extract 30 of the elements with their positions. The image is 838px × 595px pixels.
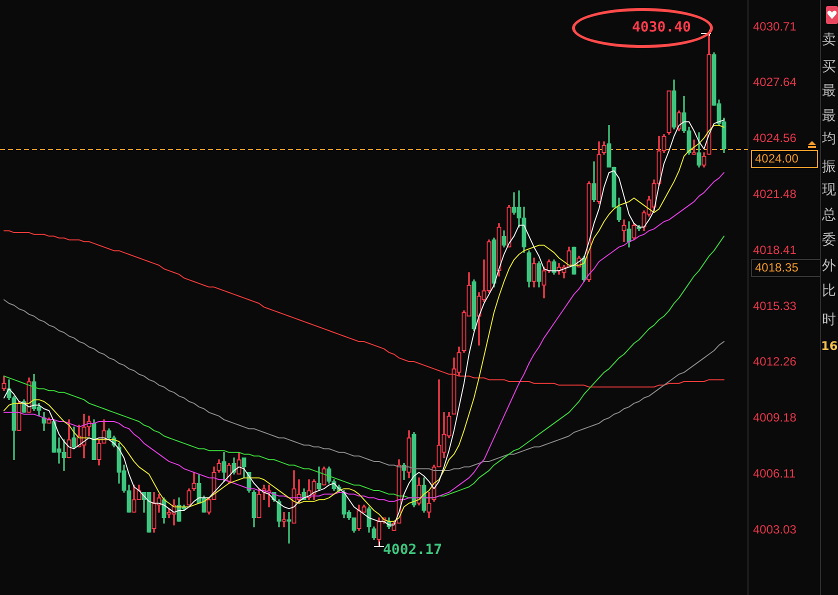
candlestick: [282, 512, 286, 528]
text: 卖: [822, 32, 836, 48]
y-tick-label: 4021.48: [753, 187, 797, 202]
text: 总: [822, 207, 836, 223]
text: 4018.35: [755, 260, 799, 274]
annotation: 4002.17: [383, 542, 442, 558]
text: 现: [822, 182, 836, 198]
text: 委: [822, 232, 836, 248]
text: 最: [822, 83, 836, 99]
text: 比: [822, 283, 836, 299]
y-tick-label: 4009.18: [753, 410, 797, 425]
text: 均: [822, 131, 836, 147]
y-tick-label: 4006.11: [753, 466, 796, 480]
y-tick-label: 4003.03: [753, 522, 797, 536]
text: 买: [822, 59, 836, 75]
y-tick-label: 4027.64: [753, 75, 797, 90]
y-tick-label: 4012.26: [753, 354, 797, 369]
annotation: 4030.40: [632, 19, 691, 36]
text: 外: [822, 258, 836, 274]
y-tick-label: 4018.41: [753, 242, 797, 257]
text: 时: [822, 312, 836, 328]
text: 振: [822, 159, 836, 175]
y-tick-label: 4024.56: [753, 131, 797, 146]
candlestick: [286, 512, 292, 544]
text: 16: [821, 339, 838, 353]
y-tick-label: 4015.33: [753, 298, 797, 313]
candlestick: [692, 140, 696, 155]
y-tick-label: 4030.71: [753, 19, 797, 34]
text: 最: [822, 108, 836, 124]
ref-line-label: 4024.00: [755, 151, 799, 166]
